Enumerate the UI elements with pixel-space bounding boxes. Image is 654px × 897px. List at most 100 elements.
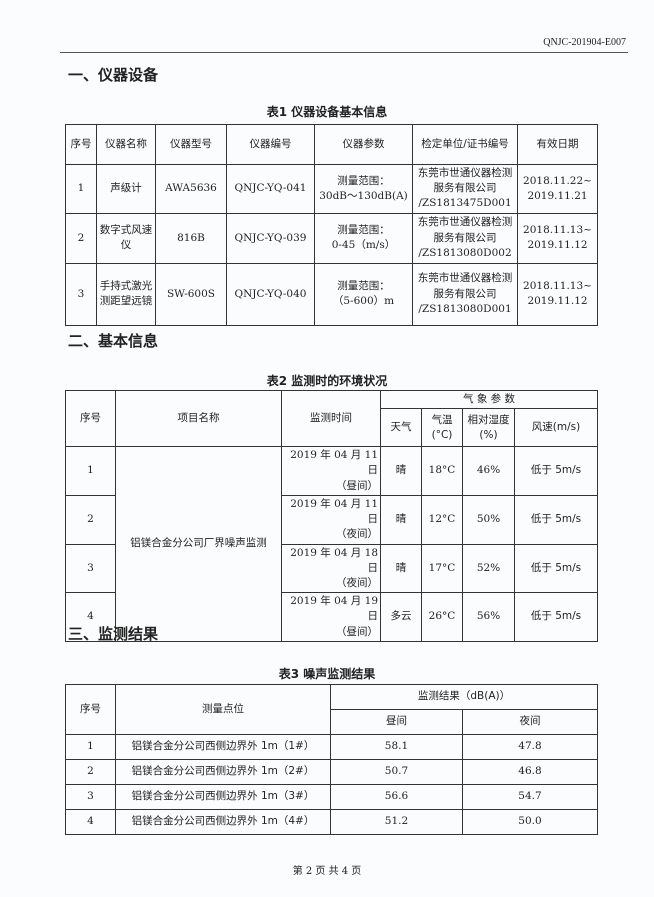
table-row: 2 铝镁合金分公司西侧边界外 1m（2#） 50.7 46.8	[65, 759, 598, 785]
table-cell: 铝镁合金分公司西侧边界外 1m（1#）	[115, 734, 331, 760]
page-footer: 第 2 页 共 4 页	[292, 866, 362, 877]
table-cell: 1	[65, 164, 97, 214]
table-cell: 低于 5m/s	[513, 543, 599, 594]
table-cell: QNJC-YQ-040	[226, 262, 315, 326]
table-cell: 47.8	[462, 734, 598, 760]
table-cell: 序号	[65, 124, 97, 165]
table-cell: 4	[65, 809, 116, 835]
table-cell: 3	[65, 784, 116, 810]
table-cell: 56%	[462, 592, 515, 642]
table-cell: 18°C	[421, 446, 463, 496]
table-row: 2 数字式风速仪 816B QNJC-YQ-039 测量范围： 0-45（m/s） 东莞市…	[65, 212, 598, 264]
table-cell: 2018.11.13~ 2019.11.12	[517, 262, 598, 326]
header-weather-params: 气 象 参 数	[379, 389, 599, 410]
table-cell: 2	[65, 759, 116, 785]
table-cell: 1	[65, 734, 116, 760]
table-cell: 2019 年 04 月 11 日 （昼间）	[281, 446, 381, 496]
table-cell: 2	[65, 212, 97, 264]
table-2-caption: 表2 监测时的环境状况	[266, 374, 388, 388]
header-weather: 天气	[380, 408, 422, 448]
table-cell: 2019 年 04 月 18 日 （夜间）	[281, 543, 381, 594]
table-cell: 仪器型号	[155, 124, 227, 165]
section-2-title: 二、基本信息	[68, 332, 159, 350]
header-day: 昼间	[330, 709, 463, 735]
table-cell: 测量范围： （5-600）m	[314, 262, 413, 326]
table-cell: 50%	[462, 494, 515, 545]
table-row: 4 铝镁合金分公司西侧边界外 1m（4#） 51.2 50.0	[65, 809, 598, 835]
header-night: 夜间	[462, 709, 598, 735]
section-1-title: 一、仪器设备	[68, 66, 159, 84]
table-row: 1 铝镁合金分公司西侧边界外 1m（1#） 58.1 47.8	[65, 734, 598, 760]
table-cell: 17°C	[421, 543, 463, 594]
table-cell: 晴	[380, 494, 422, 545]
table-cell: 仪器编号	[226, 124, 315, 165]
table-cell: 数字式风速仪	[96, 212, 156, 264]
table-cell: 铝镁合金分公司西侧边界外 1m（3#）	[115, 784, 331, 810]
document-number: QNJC-201904-E007	[543, 37, 626, 48]
header-wind: 风速(m/s)	[513, 408, 599, 448]
table-cell: 26°C	[421, 592, 463, 642]
equipment-table: 序号 仪器名称 仪器型号 仪器编号 仪器参数 检定单位/证书编号 有效日期 1 声级计 AWA56…	[65, 124, 598, 326]
table-cell: 2018.11.13~ 2019.11.12	[517, 212, 598, 264]
table-cell: 铝镁合金分公司西侧边界外 1m（4#）	[115, 809, 331, 835]
header-project: 项目名称	[115, 389, 282, 448]
table-row: 1 铝镁合金分公司厂界噪声监测 2019 年 04 月 11 日 （昼间）晴 18°C…	[65, 446, 599, 642]
table-1-caption: 表1 仪器设备基本信息	[266, 105, 388, 119]
table-cell: 2019 年 04 月 11 日 （夜间）	[281, 494, 381, 545]
table-cell: 检定单位/证书编号	[412, 124, 518, 165]
table-cell: 12°C	[421, 494, 463, 545]
table-cell: 816B	[155, 212, 227, 264]
table-cell: 52%	[462, 543, 515, 594]
section-3-title: 三、监测结果	[68, 625, 159, 643]
table-cell: 仪器参数	[314, 124, 413, 165]
table-cell: 3	[65, 543, 116, 594]
noise-results-table: 序号 测量点位 监测结果（dB(A)） 昼间 夜间 1 铝镁合金分公司西侧边界外 …	[65, 684, 598, 835]
table-row: 4 2019 年 04 月 19 日 （昼间） 多云 26°C 56% 低于 5m/s	[65, 592, 599, 642]
table-row: 3 手持式激光测距望远镜 SW-600S QNJC-YQ-040 测量范围： （5-60…	[65, 262, 598, 326]
table-cell: 50.0	[462, 809, 598, 835]
header-temp: 气温 (°C)	[421, 408, 463, 448]
header-point: 测量点位	[115, 684, 331, 735]
table-cell: 56.6	[330, 784, 463, 810]
header-humidity: 相对湿度 (%)	[462, 408, 515, 448]
table-cell: 51.2	[330, 809, 463, 835]
table-cell: 东莞市世通仪器检测服务有限公司 /ZS1813475D001	[412, 164, 518, 214]
table-cell: 东莞市世通仪器检测服务有限公司 /ZS1813080D002	[412, 212, 518, 264]
table-cell: 多云	[380, 592, 422, 642]
header-no: 序号	[65, 684, 116, 735]
table-cell: 2	[65, 494, 116, 545]
table-cell: SW-600S	[155, 262, 227, 326]
header-result: 监测结果（dB(A)）	[330, 684, 598, 710]
table-3-caption: 表3 噪声监测结果	[278, 667, 376, 681]
table-cell: 50.7	[330, 759, 463, 785]
table-cell: 46.8	[462, 759, 598, 785]
table-cell: 测量范围： 30dB～130dB(A)	[314, 164, 413, 214]
table-row: 2 2019 年 04 月 11 日 （夜间）晴 12°C 50% 低于 5m/s	[65, 494, 599, 545]
table-row: 3 2019 年 04 月 18 日 （夜间）晴 17°C 52% 低于 5m/s	[65, 543, 599, 594]
table-cell: 1	[65, 446, 116, 496]
project-name-cell: 铝镁合金分公司厂界噪声监测	[115, 446, 282, 642]
header-time: 监测时间	[281, 389, 381, 448]
table-cell: 东莞市世通仪器检测服务有限公司 /ZS1813080D001	[412, 262, 518, 326]
table-cell: 2018.11.22~ 2019.11.21	[517, 164, 598, 214]
table-cell: 3	[65, 262, 97, 326]
environment-table: 序号 项目名称 监测时间 气 象 参 数 天气 气温 (°C) 相对湿度 (%)…	[65, 389, 599, 642]
table-cell: 低于 5m/s	[513, 446, 599, 496]
table-cell: 2019 年 04 月 19 日 （昼间）	[281, 592, 381, 642]
table-cell: 测量范围： 0-45（m/s）	[314, 212, 413, 264]
table-cell: QNJC-YQ-039	[226, 212, 315, 264]
table-cell: 声级计	[96, 164, 156, 214]
table-cell: 4	[65, 592, 116, 642]
header-no: 序号	[65, 389, 116, 448]
table-row: 3 铝镁合金分公司西侧边界外 1m（3#） 56.6 54.7	[65, 784, 598, 810]
table-cell: QNJC-YQ-041	[226, 164, 315, 214]
table-cell: 晴	[380, 543, 422, 594]
table-cell: 低于 5m/s	[513, 494, 599, 545]
table-cell: 58.1	[330, 734, 463, 760]
table-cell: 46%	[462, 446, 515, 496]
table-cell: 54.7	[462, 784, 598, 810]
header-rule	[60, 52, 628, 53]
table-cell: 晴	[380, 446, 422, 496]
table-cell: AWA5636	[155, 164, 227, 214]
